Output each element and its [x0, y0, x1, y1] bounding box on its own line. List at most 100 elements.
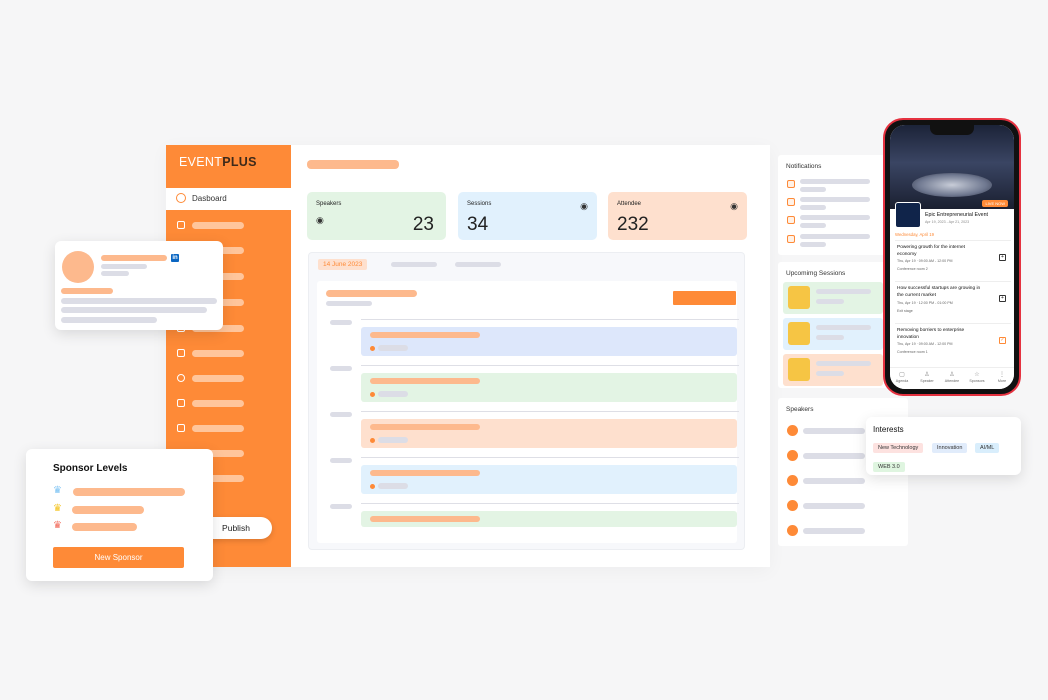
speaker-name[interactable]: [803, 453, 865, 459]
help-icon[interactable]: [177, 374, 185, 382]
session-location: Exit stage: [897, 309, 913, 313]
notification-icon: [787, 180, 795, 188]
agenda-item[interactable]: Removing borriers to enterprise innovati…: [895, 323, 1011, 363]
profile-card[interactable]: in: [55, 241, 223, 330]
chart-icon[interactable]: [177, 399, 185, 407]
crown-icon: ♛: [53, 485, 62, 496]
eye-icon[interactable]: ◉: [580, 201, 588, 211]
sidebar-item-placeholder[interactable]: [192, 222, 244, 229]
interest-tag[interactable]: AI/ML: [975, 443, 1000, 453]
sidebar-item-placeholder[interactable]: [192, 400, 244, 407]
speaker-name[interactable]: [803, 503, 865, 509]
time-label: [330, 458, 352, 463]
tab-speaker[interactable]: ♙ Speaker: [920, 372, 934, 383]
user-icon[interactable]: [177, 221, 185, 229]
interest-tag[interactable]: Innovation: [932, 443, 968, 453]
added-check-icon[interactable]: ✓: [999, 337, 1006, 344]
profile-section-placeholder: [61, 288, 113, 294]
sidebar-item-placeholder[interactable]: [192, 350, 244, 357]
notification-line[interactable]: [800, 179, 870, 184]
session-block[interactable]: [361, 511, 737, 527]
panel-title: Notifications: [786, 163, 822, 170]
notification-line[interactable]: [800, 197, 870, 202]
sidebar-item-dashboard[interactable]: Dasboard: [166, 188, 291, 210]
eye-icon[interactable]: ◉: [316, 215, 324, 225]
sponsor-level-bar[interactable]: [73, 488, 185, 496]
speaker-name[interactable]: [803, 528, 865, 534]
add-to-agenda-icon[interactable]: +: [999, 295, 1006, 302]
tab-attendee[interactable]: ♙ Attendee: [944, 372, 960, 383]
panel-title: Upcomimg Sessions: [786, 270, 846, 277]
agenda-item[interactable]: How successful startups are growing in t…: [895, 281, 1011, 322]
mobile-tab-bar: ▢ Agenda ♙ Speaker ♙ Attendee ☆ Sponsors ⋮ Mo…: [890, 367, 1014, 389]
notification-line[interactable]: [800, 205, 826, 210]
session-title: Removing borriers to enterprise innovati…: [897, 328, 965, 340]
calendar-schedule: 14 June 2023: [308, 252, 745, 550]
add-session-button[interactable]: [673, 291, 736, 305]
stat-card-sessions[interactable]: Sessions ◉ 34: [458, 192, 597, 240]
divider: [361, 457, 739, 458]
notification-line[interactable]: [800, 242, 826, 247]
session-title: Powering growth for the internet economy: [897, 245, 965, 257]
schedule-subtitle-placeholder: [326, 301, 372, 306]
date-chip[interactable]: 14 June 2023: [318, 259, 368, 270]
sponsor-level-bar[interactable]: [72, 506, 144, 514]
page-title-placeholder: [307, 160, 399, 169]
notification-icon: [787, 235, 795, 243]
notification-line[interactable]: [800, 215, 870, 220]
add-to-agenda-icon[interactable]: +: [999, 254, 1006, 261]
session-block[interactable]: [361, 419, 737, 448]
speaker-name[interactable]: [803, 428, 865, 434]
stat-value: 34: [467, 214, 489, 235]
session-card[interactable]: [783, 282, 883, 314]
interest-tag[interactable]: New Technology: [873, 443, 924, 453]
session-block[interactable]: [361, 327, 737, 356]
eye-icon[interactable]: ◉: [730, 201, 738, 211]
day-label: Wednesday, April 19: [895, 232, 935, 237]
live-badge: LIVE NOW: [982, 200, 1008, 207]
notification-line[interactable]: [800, 234, 870, 239]
divider: [361, 365, 739, 366]
tab-agenda[interactable]: ▢ Agenda: [895, 372, 909, 383]
linkedin-icon[interactable]: in: [171, 254, 179, 262]
sidebar-item-placeholder[interactable]: [192, 450, 244, 457]
notification-line[interactable]: [800, 187, 826, 192]
divider: [361, 503, 739, 504]
sponsor-level-bar[interactable]: [72, 523, 137, 531]
session-card[interactable]: [783, 318, 883, 350]
speaker-name[interactable]: [803, 478, 865, 484]
speaker-avatar[interactable]: [787, 525, 798, 536]
tab-placeholder[interactable]: [455, 262, 501, 267]
time-label: [330, 504, 352, 509]
stat-card-speakers[interactable]: Speakers ◉ 23: [307, 192, 446, 240]
speaker-avatar[interactable]: [787, 500, 798, 511]
stat-card-attendee[interactable]: Attendee ◉ 232: [608, 192, 747, 240]
profile-line: [61, 317, 157, 323]
upcoming-sessions-panel: Upcomimg Sessions: [778, 262, 888, 388]
speaker-avatar[interactable]: [787, 475, 798, 486]
new-sponsor-button[interactable]: New Sponsor: [53, 547, 184, 568]
session-location: Conference room 2: [897, 267, 928, 271]
session-card[interactable]: [783, 354, 883, 386]
tab-more[interactable]: ⋮ More: [997, 372, 1007, 383]
tab-placeholder[interactable]: [391, 262, 437, 267]
speaker-avatar[interactable]: [787, 425, 798, 436]
sidebar-item-placeholder[interactable]: [192, 425, 244, 432]
sidebar-item-placeholder[interactable]: [192, 375, 244, 382]
agenda-item[interactable]: Powering growth for the internet economy…: [895, 240, 1011, 280]
sliders-icon[interactable]: [177, 424, 185, 432]
interest-tag[interactable]: WEB 3.0: [873, 462, 905, 472]
tab-sponsors[interactable]: ☆ Sponsors: [969, 372, 985, 383]
publish-button[interactable]: Publish: [200, 517, 272, 539]
profile-line: [101, 271, 129, 276]
event-hero-image: [890, 125, 1014, 209]
schedule-panel: [317, 281, 739, 543]
panel-title: Speakers: [786, 406, 814, 413]
speaker-avatar[interactable]: [787, 450, 798, 461]
session-block[interactable]: [361, 373, 737, 402]
session-block[interactable]: [361, 465, 737, 494]
bell-icon[interactable]: [177, 349, 185, 357]
notification-line[interactable]: [800, 223, 826, 228]
profile-line: [101, 264, 147, 269]
sidebar-item-placeholder[interactable]: [192, 475, 244, 482]
